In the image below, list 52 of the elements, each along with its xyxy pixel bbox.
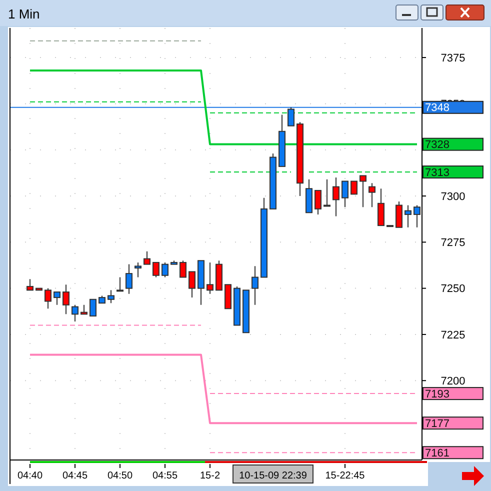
candlestick: [332, 177, 340, 217]
candlestick: [26, 278, 34, 291]
candlestick: [152, 262, 160, 278]
x-tick-label: 04:40: [17, 470, 43, 482]
candlestick: [188, 271, 196, 298]
data-label: 7177: [425, 418, 450, 430]
candlestick: [306, 178, 312, 214]
candlestick: [324, 178, 330, 207]
candlestick: [126, 264, 132, 294]
candlestick: [414, 204, 420, 228]
candlestick: [180, 260, 186, 278]
candlestick: [54, 292, 60, 306]
y-tick-label: 7300: [440, 190, 466, 203]
candlestick: [378, 188, 384, 226]
candlestick: [144, 250, 150, 265]
candlestick: [90, 298, 96, 316]
text: 10-15-09 22:39: [239, 470, 308, 482]
y-tick-label: 7250: [440, 283, 466, 296]
x-tick-label: 04:50: [107, 470, 133, 482]
data-label: 7193: [425, 388, 450, 400]
candlestick: [44, 288, 52, 310]
candlestick: [350, 180, 358, 195]
candlestick: [62, 284, 70, 315]
data-label: 7313: [425, 166, 450, 179]
candlestick: [206, 262, 214, 294]
candlestick: [134, 262, 142, 278]
chart-title: 1 Min: [8, 6, 40, 22]
candlestick: [224, 284, 232, 310]
y-tick-label: 7275: [440, 237, 466, 250]
candlestick: [342, 180, 348, 208]
x-tick-label: 15-2: [200, 470, 220, 482]
candlestick: [116, 276, 124, 292]
x-tick-label: 04:45: [62, 470, 88, 482]
candlestick: [404, 204, 412, 228]
candlestick: [396, 201, 402, 228]
data-label: 7328: [425, 139, 450, 152]
candlestick: [360, 175, 366, 208]
candlestick: [252, 266, 258, 306]
candlestick: [108, 290, 114, 304]
candlestick: [162, 262, 168, 278]
y-tick-label: 7375: [440, 52, 466, 64]
x-tick-label: 04:55: [152, 470, 178, 482]
candlestick: [80, 304, 88, 315]
candlestick: [72, 304, 78, 322]
candlestick: [314, 190, 322, 215]
candlestick: [288, 106, 294, 126]
data-label: 7161: [425, 447, 450, 460]
y-tick-label: 7200: [440, 375, 466, 388]
candlestick: [368, 182, 376, 208]
ref-line-label: 7348: [425, 102, 450, 114]
y-tick-label: 7225: [440, 329, 466, 342]
x-tick-label: 15-22:45: [325, 470, 366, 482]
